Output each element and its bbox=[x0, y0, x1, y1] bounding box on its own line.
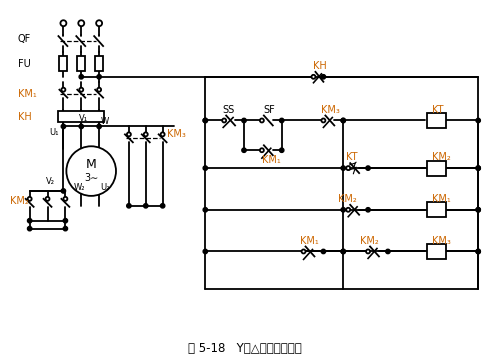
Text: KM₂: KM₂ bbox=[432, 152, 450, 162]
Circle shape bbox=[27, 197, 32, 201]
Circle shape bbox=[127, 204, 131, 208]
Text: V₂: V₂ bbox=[46, 178, 54, 187]
Circle shape bbox=[203, 118, 207, 123]
Circle shape bbox=[279, 118, 284, 123]
Bar bbox=[59, 57, 67, 72]
Circle shape bbox=[341, 208, 345, 212]
Circle shape bbox=[341, 118, 345, 123]
Text: W: W bbox=[101, 117, 109, 126]
Circle shape bbox=[476, 249, 480, 254]
Circle shape bbox=[203, 249, 207, 254]
Text: KM₂: KM₂ bbox=[338, 194, 357, 204]
Text: KT: KT bbox=[346, 152, 358, 162]
Circle shape bbox=[78, 20, 84, 26]
Text: KM₁: KM₁ bbox=[262, 155, 281, 165]
Text: KM₃: KM₃ bbox=[167, 129, 186, 139]
Circle shape bbox=[321, 75, 325, 79]
Text: QF: QF bbox=[18, 34, 31, 44]
Text: KM₂: KM₂ bbox=[10, 196, 28, 206]
Circle shape bbox=[366, 249, 370, 253]
Circle shape bbox=[60, 20, 66, 26]
Text: KM₂: KM₂ bbox=[360, 236, 379, 245]
Bar bbox=[427, 113, 446, 128]
Circle shape bbox=[144, 132, 148, 136]
Circle shape bbox=[476, 118, 480, 123]
Circle shape bbox=[27, 227, 32, 231]
Circle shape bbox=[260, 148, 264, 152]
Bar bbox=[95, 57, 103, 72]
Circle shape bbox=[301, 249, 306, 253]
Text: KM₁: KM₁ bbox=[18, 89, 36, 99]
Text: KT: KT bbox=[432, 105, 443, 115]
Circle shape bbox=[63, 227, 68, 231]
Circle shape bbox=[242, 118, 246, 123]
Circle shape bbox=[386, 249, 390, 254]
Circle shape bbox=[160, 204, 165, 208]
Circle shape bbox=[27, 219, 32, 223]
Circle shape bbox=[161, 132, 165, 136]
Circle shape bbox=[279, 148, 284, 152]
Circle shape bbox=[476, 166, 480, 170]
Text: KM₃: KM₃ bbox=[432, 236, 450, 245]
Circle shape bbox=[79, 124, 83, 129]
Circle shape bbox=[321, 249, 325, 254]
Text: 3∼: 3∼ bbox=[84, 173, 98, 183]
Text: W₂: W₂ bbox=[74, 183, 85, 192]
Circle shape bbox=[144, 204, 148, 208]
Bar bbox=[427, 202, 446, 217]
Circle shape bbox=[46, 197, 49, 201]
Circle shape bbox=[97, 124, 101, 129]
Text: KH: KH bbox=[314, 61, 327, 71]
Circle shape bbox=[203, 118, 207, 123]
Circle shape bbox=[97, 88, 101, 92]
Circle shape bbox=[341, 118, 345, 123]
Circle shape bbox=[63, 219, 68, 223]
Text: SF: SF bbox=[264, 105, 275, 115]
Circle shape bbox=[61, 124, 66, 129]
Circle shape bbox=[61, 88, 65, 92]
Circle shape bbox=[203, 208, 207, 212]
Circle shape bbox=[366, 208, 370, 212]
Text: KM₁: KM₁ bbox=[432, 194, 450, 204]
Circle shape bbox=[341, 249, 345, 254]
Circle shape bbox=[79, 75, 83, 79]
Text: KM₃: KM₃ bbox=[321, 105, 340, 115]
Text: SS: SS bbox=[222, 105, 234, 115]
Circle shape bbox=[242, 148, 246, 152]
Circle shape bbox=[341, 249, 345, 254]
Circle shape bbox=[341, 166, 345, 170]
Text: V₁: V₁ bbox=[79, 114, 88, 123]
Circle shape bbox=[346, 208, 350, 212]
Circle shape bbox=[346, 166, 350, 170]
Circle shape bbox=[63, 197, 67, 201]
Text: KM₁: KM₁ bbox=[299, 236, 318, 245]
Bar bbox=[427, 244, 446, 259]
Text: U₂: U₂ bbox=[100, 183, 109, 192]
Bar bbox=[427, 161, 446, 176]
Circle shape bbox=[476, 208, 480, 212]
Circle shape bbox=[127, 132, 131, 136]
Circle shape bbox=[260, 118, 264, 122]
Text: U₁: U₁ bbox=[49, 128, 59, 137]
Bar bbox=[58, 111, 104, 122]
Circle shape bbox=[203, 166, 207, 170]
Circle shape bbox=[476, 166, 480, 170]
Text: M: M bbox=[86, 158, 97, 171]
Circle shape bbox=[97, 75, 101, 79]
Text: 图 5-18   Y－△降压起动控制: 图 5-18 Y－△降压起动控制 bbox=[188, 342, 302, 355]
Circle shape bbox=[476, 208, 480, 212]
Bar bbox=[77, 57, 85, 72]
Circle shape bbox=[476, 249, 480, 254]
Circle shape bbox=[61, 189, 66, 193]
Circle shape bbox=[66, 146, 116, 196]
Circle shape bbox=[96, 20, 102, 26]
Circle shape bbox=[222, 118, 226, 122]
Text: FU: FU bbox=[18, 59, 30, 69]
Text: KH: KH bbox=[18, 111, 31, 122]
Circle shape bbox=[366, 166, 370, 170]
Circle shape bbox=[321, 118, 325, 122]
Circle shape bbox=[312, 75, 316, 79]
Circle shape bbox=[79, 88, 83, 92]
